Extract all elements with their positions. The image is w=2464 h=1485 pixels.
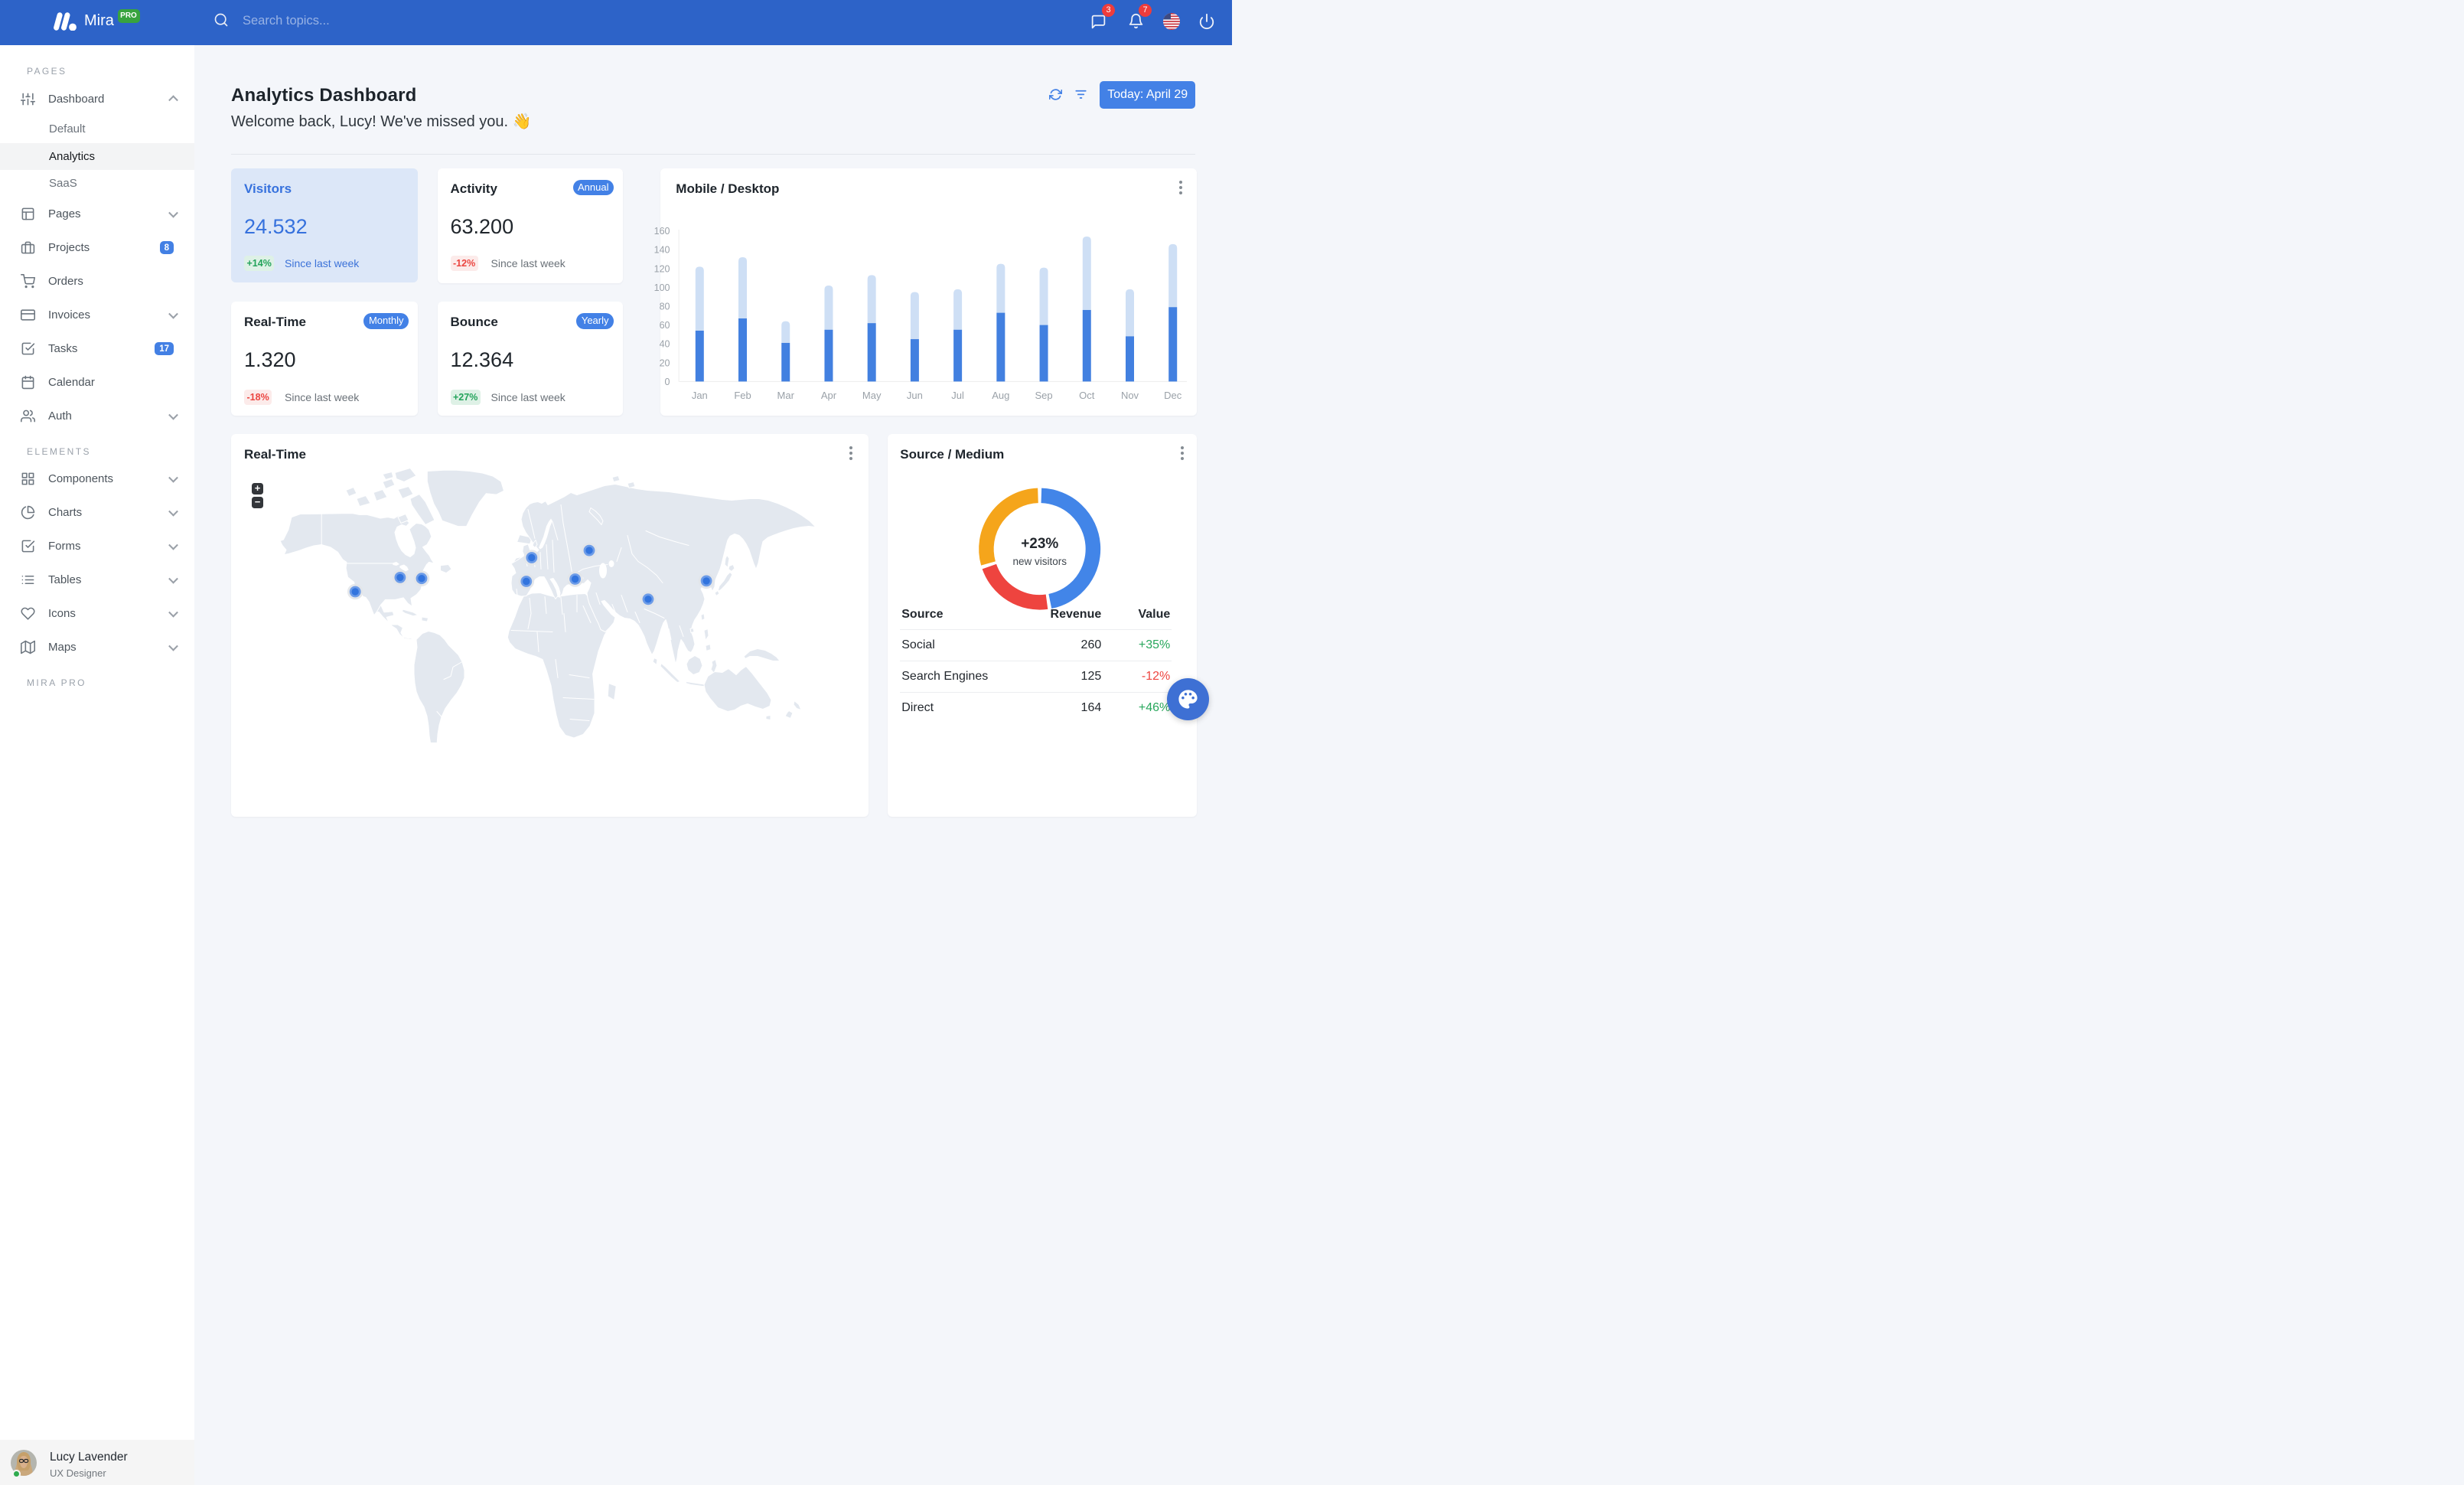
svg-text:120: 120 <box>654 263 670 274</box>
svg-text:Feb: Feb <box>735 390 751 401</box>
svg-text:Nov: Nov <box>1121 390 1139 401</box>
svg-text:80: 80 <box>660 301 670 312</box>
svg-text:20: 20 <box>660 357 670 368</box>
svg-text:0: 0 <box>665 376 670 387</box>
svg-text:Jan: Jan <box>692 390 708 401</box>
svg-text:100: 100 <box>654 282 670 292</box>
svg-text:Apr: Apr <box>821 390 837 401</box>
svg-text:May: May <box>862 390 882 401</box>
svg-text:Mar: Mar <box>777 390 795 401</box>
svg-text:Aug: Aug <box>992 390 1010 401</box>
svg-text:Jul: Jul <box>952 390 965 401</box>
svg-text:40: 40 <box>660 338 670 349</box>
svg-text:Jun: Jun <box>907 390 923 401</box>
svg-text:Oct: Oct <box>1079 390 1095 401</box>
svg-text:60: 60 <box>660 320 670 331</box>
svg-text:Sep: Sep <box>1035 390 1053 401</box>
svg-text:140: 140 <box>654 244 670 255</box>
svg-text:160: 160 <box>654 226 670 237</box>
svg-text:Dec: Dec <box>1164 390 1182 401</box>
